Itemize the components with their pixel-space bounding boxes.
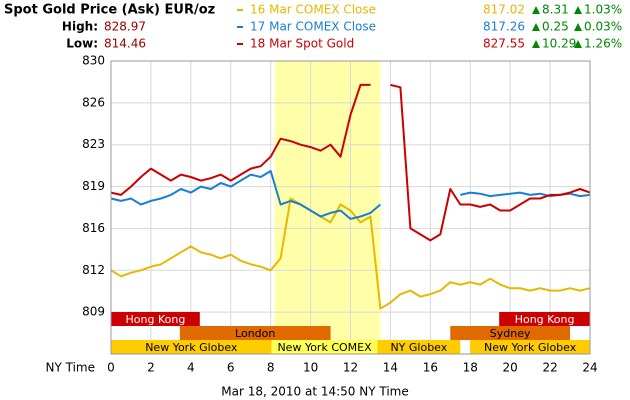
up-arrow [574,40,582,48]
up-arrow [532,40,540,48]
x-tick-label: 10 [303,361,318,375]
x-tick-label: 16 [423,361,438,375]
y-tick-label: 819 [82,179,105,193]
up-arrow [574,23,582,31]
x-tick-label: 0 [107,361,115,375]
change-value: 0.25 [542,20,569,34]
y-tick-label: 823 [82,137,105,151]
plot-border [110,60,591,355]
session-bar [111,340,272,354]
session-bar [470,340,590,354]
session-bar [179,326,331,340]
change-pct: 0.03% [584,20,622,34]
close-value: 827.55 [483,37,525,51]
x-tick-label: 2 [147,361,155,375]
session-bar [111,312,200,326]
footer: Mar 18, 2010 at 14:50 NY Time [221,385,408,399]
x-tick-label: 18 [463,361,478,375]
chart-title: Spot Gold Price (Ask) EUR/oz [4,3,215,18]
session-label: NY Globex [390,341,447,354]
y-tick-label: 809 [82,305,105,319]
legend-label: 18 Mar Spot Gold [250,37,354,51]
low-value: 814.46 [104,37,146,51]
change-pct: 1.03% [584,3,622,17]
high-label: High: [62,20,98,34]
up-arrow [532,6,540,14]
x-tick-label: 24 [582,361,597,375]
session-label: New York Globex [484,341,577,354]
x-axis-label: NY Time [46,361,96,375]
highlight-band [274,61,381,354]
low-label: Low: [66,37,98,51]
session-bar [499,312,590,326]
up-arrow [532,23,540,31]
session-label: New York COMEX [277,341,372,354]
session-label: Hong Kong [515,313,575,326]
change-value: 10.29 [542,37,576,51]
session-bar [271,340,378,354]
close-value: 817.02 [483,3,525,17]
x-tick-label: 14 [383,361,398,375]
x-tick-label: 12 [343,361,358,375]
legend-label: 17 Mar COMEX Close [250,20,376,34]
series-line [110,83,591,242]
y-tick-label: 826 [82,95,105,109]
change-pct: 1.26% [584,37,622,51]
x-tick-label: 20 [503,361,518,375]
y-tick-label: 830 [82,54,105,68]
x-tick-label: 4 [187,361,195,375]
high-value: 828.97 [104,20,146,34]
session-bar [377,340,461,354]
up-arrow [574,6,582,14]
change-value: 8.31 [542,3,569,17]
session-label: Sydney [490,327,531,340]
legend-label: 16 Mar COMEX Close [250,3,376,17]
y-tick-label: 812 [82,263,105,277]
session-label: Hong Kong [126,313,186,326]
session-label: New York Globex [145,341,238,354]
x-tick-label: 22 [542,361,557,375]
x-tick-label: 8 [267,361,275,375]
y-tick-label: 816 [82,221,105,235]
session-bar [450,326,571,340]
x-tick-label: 6 [227,361,235,375]
series-line [110,197,591,310]
session-label: London [235,327,275,340]
close-value: 817.26 [483,20,525,34]
